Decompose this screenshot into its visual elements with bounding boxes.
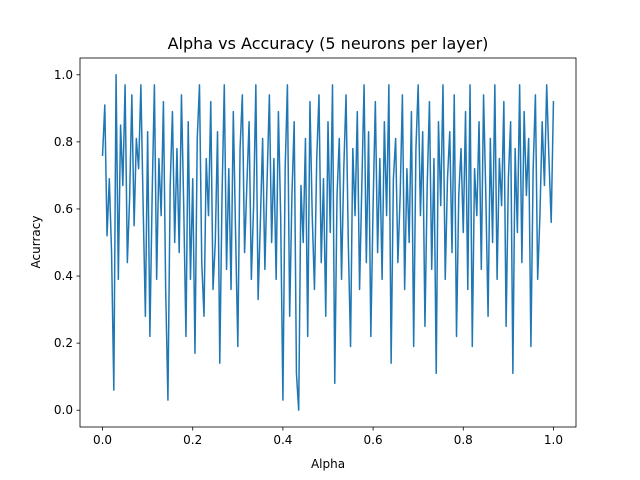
- x-tick-label: 0.4: [273, 433, 292, 447]
- y-axis-label: Acurracy: [29, 216, 43, 269]
- plot-area: [101, 74, 555, 411]
- x-tick-label: 1.0: [544, 433, 563, 447]
- y-tick-label: 0.4: [54, 269, 73, 283]
- x-tick-label: 0.6: [364, 433, 383, 447]
- x-axis-label: Alpha: [311, 457, 345, 471]
- x-tick-label: 0.2: [183, 433, 202, 447]
- y-tick-label: 0.0: [54, 403, 73, 417]
- axes-frame: [79, 57, 577, 428]
- y-tick-label: 0.2: [54, 336, 73, 350]
- y-tick-label: 0.6: [54, 202, 73, 216]
- series-line: [101, 74, 555, 411]
- x-tick-label: 0.0: [93, 433, 112, 447]
- y-tick-label: 0.8: [54, 135, 73, 149]
- x-tick-label: 0.8: [454, 433, 473, 447]
- y-axis-ticks: 0.0 0.2 0.4 0.6 0.8 1.0: [54, 68, 80, 417]
- x-axis-ticks: 0.0 0.2 0.4 0.6 0.8 1.0: [93, 427, 563, 447]
- chart-title: Alpha vs Accuracy (5 neurons per layer): [168, 34, 489, 53]
- y-tick-label: 1.0: [54, 68, 73, 82]
